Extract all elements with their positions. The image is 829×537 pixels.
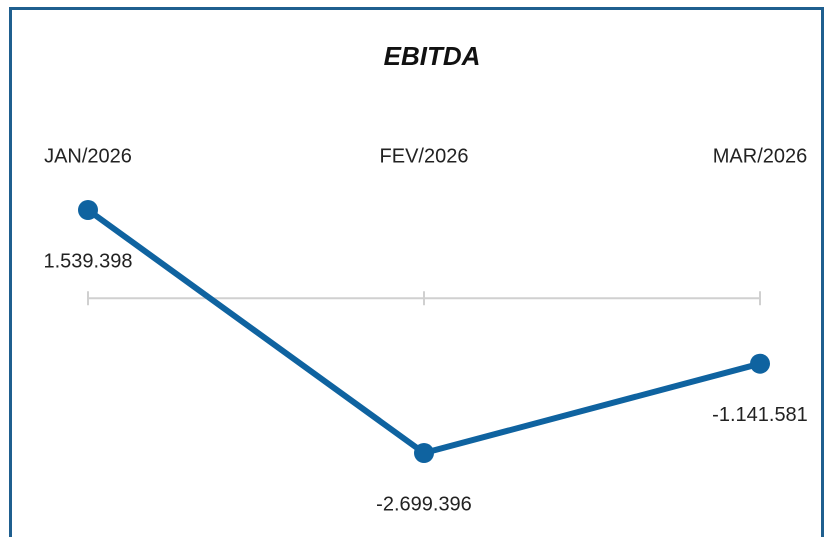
line (86, 207, 761, 456)
point (750, 353, 770, 374)
data-label: 1.539.398 (44, 250, 133, 272)
x-tick-label: FEV/2026 (380, 145, 469, 167)
frame (9, 7, 824, 537)
point (78, 200, 98, 220)
chart-title: EBITDA (384, 41, 481, 71)
data-label: -1.141.581 (712, 404, 808, 426)
x-tick-label: MAR/2026 (713, 145, 808, 167)
point (414, 443, 434, 463)
data-label: -2.699.396 (376, 493, 472, 515)
x-tick-label: JAN/2026 (44, 145, 132, 167)
